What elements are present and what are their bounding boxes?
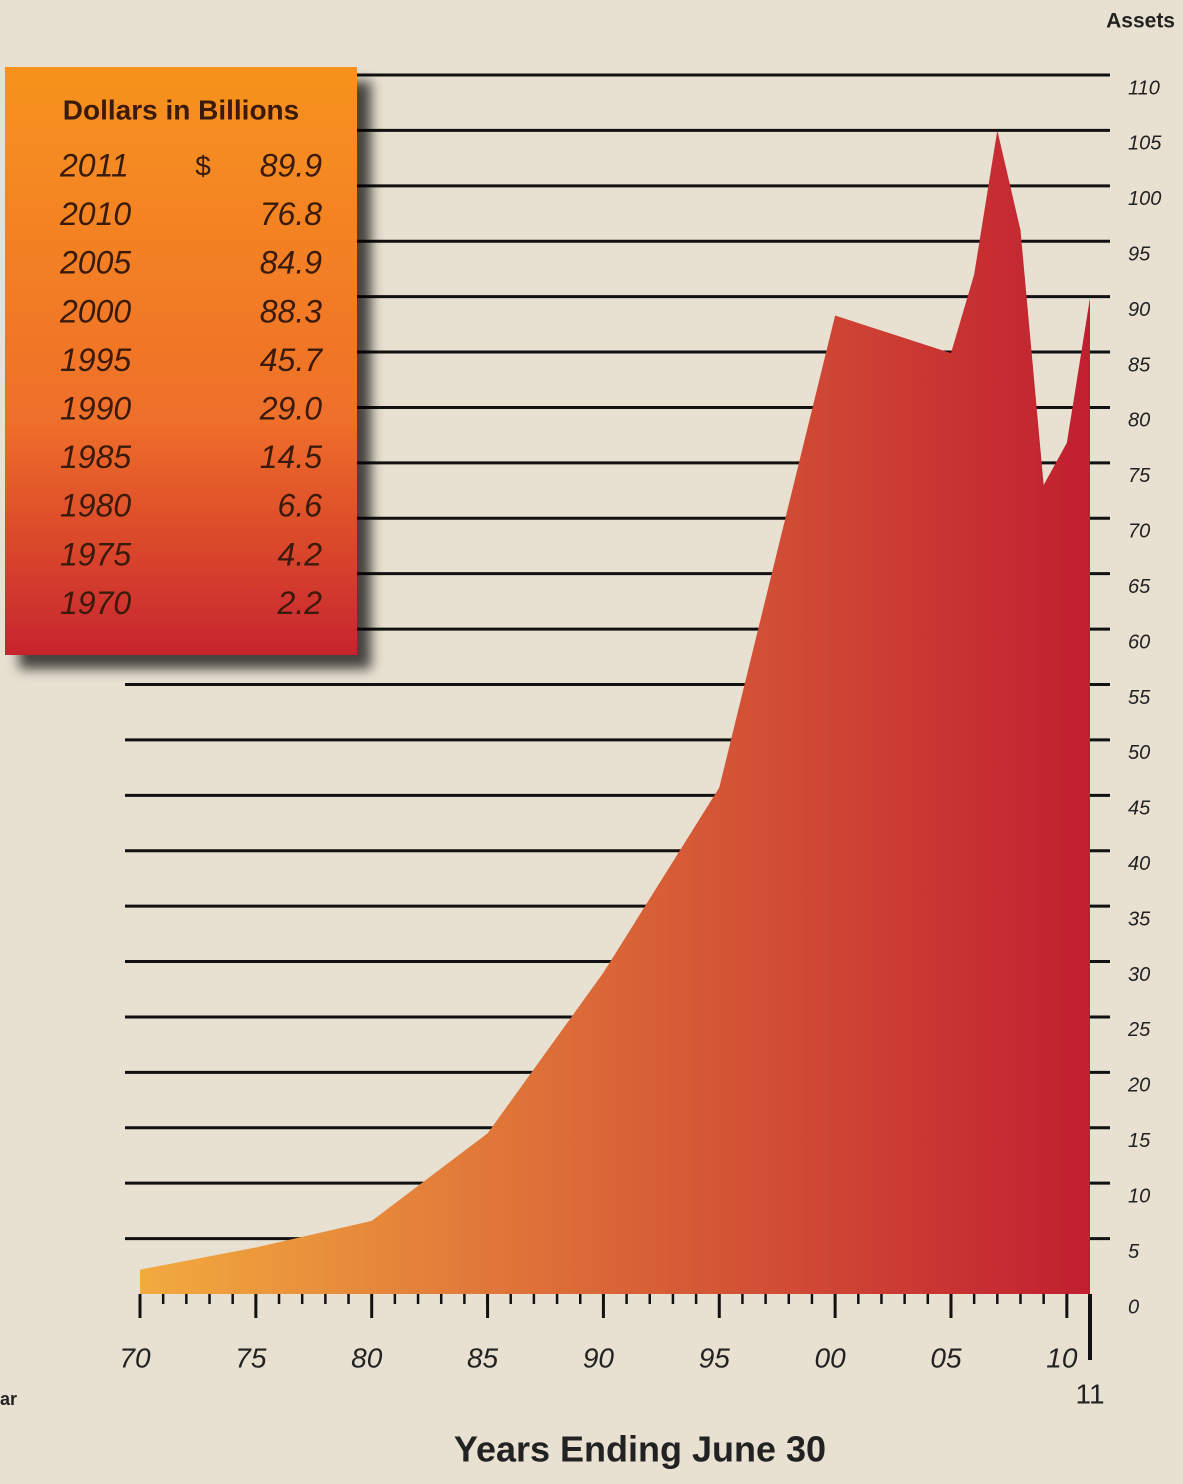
table-value: 89.9 xyxy=(260,147,322,183)
table-box xyxy=(5,67,357,655)
y-tick-label: 55 xyxy=(1128,687,1151,709)
y-tick-label: 5 xyxy=(1128,1241,1140,1263)
y-tick-label: 50 xyxy=(1128,742,1150,764)
y-tick-label: 100 xyxy=(1128,188,1161,210)
table-value: 88.3 xyxy=(260,293,322,329)
x-tick-label: 10 xyxy=(1046,1342,1078,1373)
table-value: 6.6 xyxy=(278,488,323,524)
x-tick-label: 05 xyxy=(930,1342,962,1373)
annotation: ar xyxy=(0,1389,17,1409)
y-tick-label: 30 xyxy=(1128,964,1150,986)
table-year: 2005 xyxy=(59,245,131,281)
y-tick-label: 20 xyxy=(1127,1075,1150,1097)
y-axis-title: Assets xyxy=(1106,10,1175,33)
y-tick-label: 10 xyxy=(1128,1185,1150,1207)
y-tick-label: 35 xyxy=(1128,908,1151,930)
table-year: 2011 xyxy=(59,147,129,183)
y-tick-label: 70 xyxy=(1128,521,1150,543)
y-tick-label: 25 xyxy=(1127,1019,1151,1041)
area xyxy=(140,130,1090,1295)
x-tick-label: 70 xyxy=(119,1342,151,1373)
y-tick-label: 15 xyxy=(1128,1130,1151,1152)
table-year: 1970 xyxy=(60,585,131,621)
y-tick-label: 110 xyxy=(1128,77,1160,99)
table-year: 1980 xyxy=(60,488,131,524)
x-axis-title: Years Ending June 30 xyxy=(454,1429,826,1470)
x-tick-label: 95 xyxy=(699,1342,731,1373)
table-value: 29.0 xyxy=(259,390,322,426)
table-year: 1985 xyxy=(60,439,131,475)
y-tick-label: 0 xyxy=(1128,1296,1139,1318)
x-tick-label: 80 xyxy=(351,1342,383,1373)
table-currency: $ xyxy=(195,150,211,181)
y-tick-label: 65 xyxy=(1128,576,1151,598)
y-tick-label: 80 xyxy=(1128,410,1150,432)
table-year: 1990 xyxy=(60,390,131,426)
y-tick-label: 45 xyxy=(1128,798,1151,820)
table-title: Dollars in Billions xyxy=(63,94,299,125)
x-tick-label: 90 xyxy=(583,1342,615,1373)
table-value: 76.8 xyxy=(260,196,322,232)
table-value: 84.9 xyxy=(260,245,322,281)
y-tick-label: 95 xyxy=(1128,244,1151,266)
x-tick-label: 00 xyxy=(815,1342,847,1373)
table-year: 2000 xyxy=(59,293,131,329)
table-year: 1995 xyxy=(60,342,131,378)
y-tick-label: 85 xyxy=(1128,354,1151,376)
table-value: 14.5 xyxy=(260,439,322,475)
y-tick-label: 105 xyxy=(1128,133,1162,155)
x-tick-label: 85 xyxy=(467,1342,499,1373)
table-value: 4.2 xyxy=(278,536,323,572)
table-value: 45.7 xyxy=(260,342,323,378)
table-value: 2.2 xyxy=(277,585,323,621)
table-year: 1975 xyxy=(60,536,131,572)
y-tick-label: 40 xyxy=(1128,853,1150,875)
x-tick-label: 75 xyxy=(235,1342,267,1373)
x-tick-label: 11 xyxy=(1075,1378,1104,1409)
table-year: 2010 xyxy=(59,196,131,232)
y-tick-label: 75 xyxy=(1128,465,1151,487)
y-tick-label: 60 xyxy=(1128,631,1150,653)
y-tick-label: 90 xyxy=(1128,299,1150,321)
